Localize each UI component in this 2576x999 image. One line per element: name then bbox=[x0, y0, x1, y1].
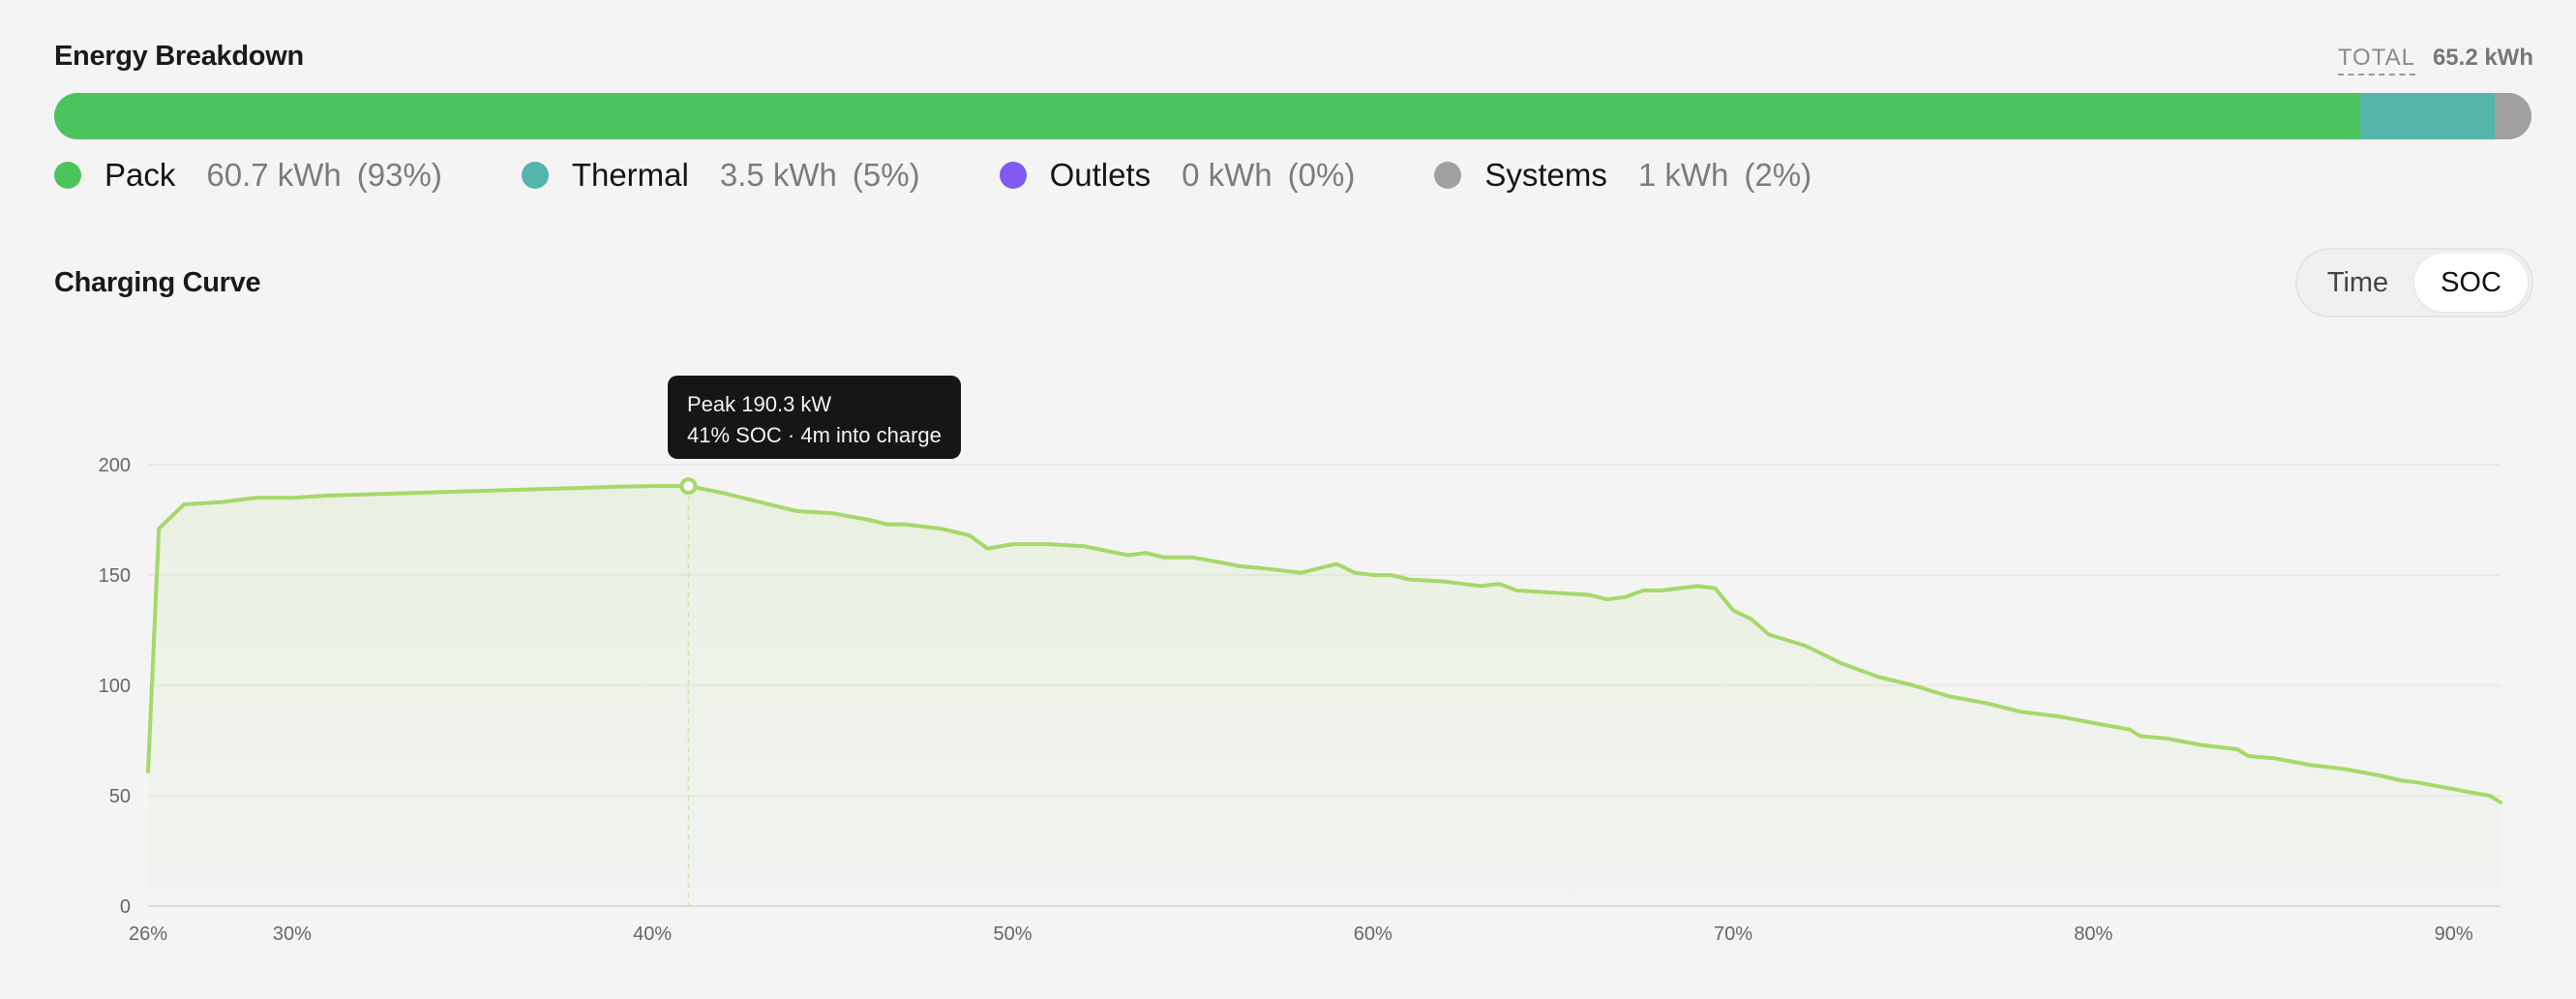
x-axis-ticks: 26% 30% 40% 50% 60% 70% 80% 90% bbox=[129, 923, 2473, 945]
peak-tooltip: Peak 190.3 kW 41% SOC · 4m into charge bbox=[668, 376, 961, 459]
tooltip-peak-value: Peak 190.3 kW bbox=[687, 392, 832, 416]
total-value: 65.2 kWh bbox=[2432, 45, 2533, 71]
bar-segment-thermal[interactable] bbox=[2360, 93, 2495, 139]
legend-name: Outlets bbox=[1049, 157, 1152, 193]
legend-amount: 60.7 kWh bbox=[206, 157, 342, 193]
peak-point[interactable] bbox=[679, 477, 698, 496]
legend-item-thermal[interactable]: Thermal 3.5 kWh (5%) bbox=[521, 157, 920, 194]
legend-name: Systems bbox=[1484, 157, 1607, 193]
x-tick-label: 50% bbox=[993, 923, 1032, 945]
legend-amount: 0 kWh bbox=[1182, 157, 1273, 193]
energy-breakdown-title: Energy Breakdown bbox=[54, 41, 304, 72]
curve-axis-toggle: Time SOC bbox=[2295, 248, 2533, 318]
legend-percent: (93%) bbox=[356, 157, 442, 193]
y-axis-ticks: 0 50 100 150 200 bbox=[99, 455, 131, 918]
legend-percent: (2%) bbox=[1744, 157, 1812, 193]
bar-segment-pack[interactable] bbox=[54, 93, 2361, 139]
charging-curve-title: Charging Curve bbox=[54, 267, 261, 298]
x-tick-label: 40% bbox=[633, 923, 672, 945]
x-tick-label: 70% bbox=[1714, 923, 1752, 945]
legend-percent: (5%) bbox=[852, 157, 920, 193]
legend-percent: (0%) bbox=[1287, 157, 1356, 193]
toggle-soc-button[interactable]: SOC bbox=[2414, 254, 2528, 312]
x-tick-label: 80% bbox=[2074, 923, 2112, 945]
systems-dot-icon bbox=[1434, 162, 1462, 189]
y-tick-label: 0 bbox=[120, 896, 131, 918]
pack-dot-icon bbox=[54, 162, 81, 189]
total-energy: TOTAL 65.2 kWh bbox=[2337, 45, 2533, 76]
energy-legend: Pack 60.7 kWh (93%) Thermal 3.5 kWh (5%)… bbox=[54, 157, 1891, 194]
legend-item-outlets[interactable]: Outlets 0 kWh (0%) bbox=[999, 157, 1356, 194]
x-tick-label: 26% bbox=[129, 923, 167, 945]
toggle-time-button[interactable]: Time bbox=[2326, 266, 2389, 298]
y-tick-label: 150 bbox=[99, 565, 131, 587]
x-tick-label: 60% bbox=[1354, 923, 1393, 945]
y-tick-label: 100 bbox=[99, 676, 131, 697]
x-tick-label: 30% bbox=[273, 923, 312, 945]
legend-amount: 1 kWh bbox=[1637, 157, 1729, 193]
legend-name: Thermal bbox=[571, 157, 689, 193]
legend-amount: 3.5 kWh bbox=[719, 157, 837, 193]
total-label[interactable]: TOTAL bbox=[2337, 45, 2415, 76]
bar-segment-systems[interactable] bbox=[2494, 93, 2531, 139]
y-tick-label: 200 bbox=[99, 455, 131, 476]
legend-name: Pack bbox=[105, 157, 176, 193]
legend-item-systems[interactable]: Systems 1 kWh (2%) bbox=[1434, 157, 1812, 194]
legend-item-pack[interactable]: Pack 60.7 kWh (93%) bbox=[54, 157, 442, 194]
outlets-dot-icon bbox=[999, 162, 1027, 189]
energy-breakdown-bar bbox=[54, 93, 2531, 139]
thermal-dot-icon bbox=[521, 162, 549, 189]
series-area bbox=[148, 486, 2501, 906]
tooltip-peak-detail: 41% SOC · 4m into charge bbox=[687, 423, 942, 447]
x-tick-label: 90% bbox=[2435, 923, 2473, 945]
y-tick-label: 50 bbox=[109, 786, 131, 807]
